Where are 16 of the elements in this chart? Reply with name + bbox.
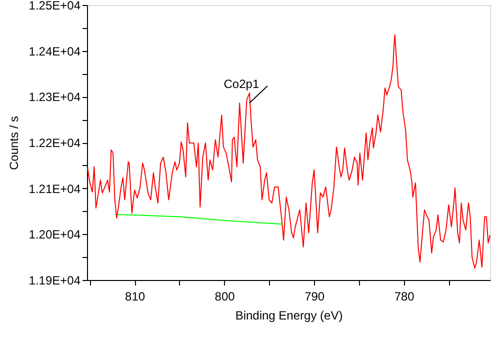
y-tick-label: 1.25E+04: [28, 0, 81, 12]
line-series: [117, 214, 284, 225]
x-tick-label: 800: [214, 290, 236, 304]
annotation: Co2p1: [224, 77, 260, 91]
line-series: [86, 34, 490, 269]
x-tick-label: 810: [125, 290, 146, 304]
y-tick-label: 1.21E+04: [28, 182, 81, 196]
y-tick-label: 1.22E+04: [28, 136, 81, 150]
y-tick-label: 1.23E+04: [28, 90, 81, 104]
x-tick-label: 780: [394, 290, 415, 304]
x-tick-label: 790: [304, 290, 325, 304]
x-axis-title: Binding Energy (eV): [235, 308, 343, 322]
y-tick-label: 1.19E+04: [28, 274, 81, 288]
y-tick-label: 1.24E+04: [28, 44, 81, 58]
y-axis-title: Counts / s: [6, 116, 21, 170]
y-tick-label: 1.20E+04: [28, 228, 81, 242]
